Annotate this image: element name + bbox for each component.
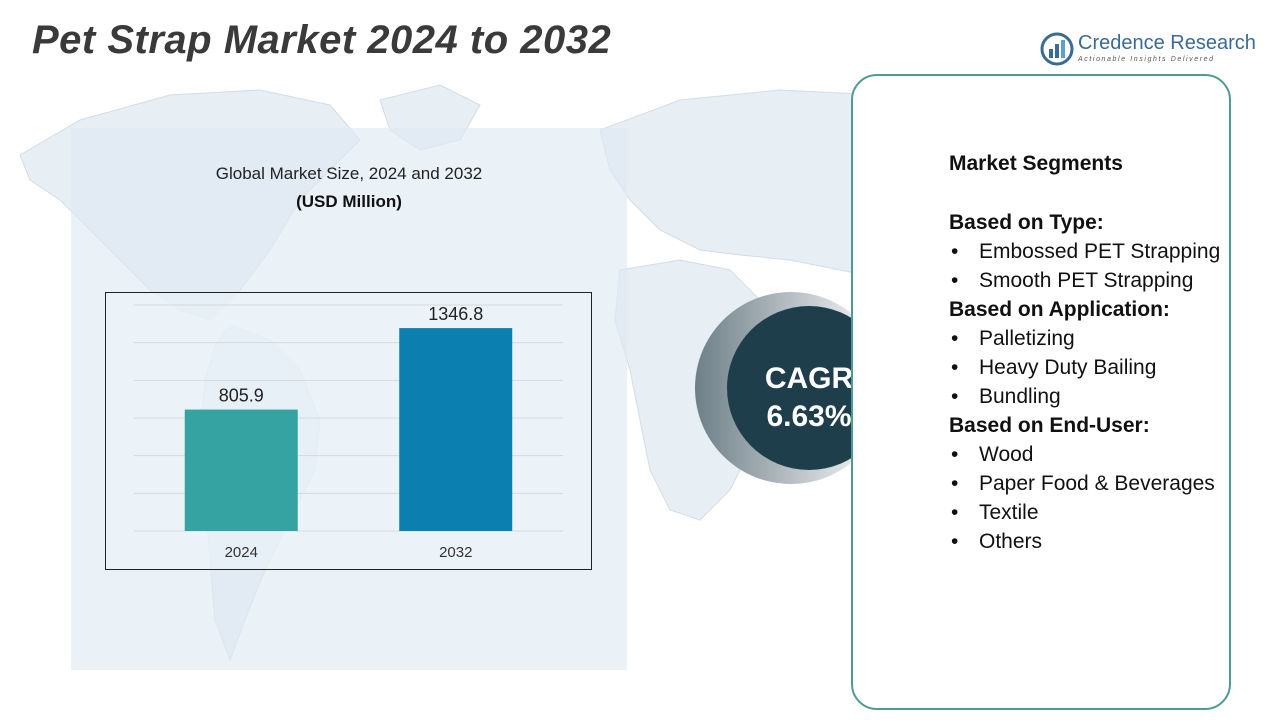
x-tick-label: 2032: [439, 544, 472, 561]
segment-item: • Heavy Duty Bailing: [949, 353, 1229, 382]
segment-item-label: Others: [979, 530, 1043, 553]
chart-unit: (USD Million): [296, 192, 402, 211]
segment-item: • Smooth PET Strapping: [949, 266, 1229, 295]
segment-group-title: Based on End-User:: [949, 414, 1150, 437]
bullet-icon: •: [951, 501, 959, 524]
segment-item-label: Heavy Duty Bailing: [979, 356, 1157, 379]
segment-item-label: Palletizing: [979, 327, 1075, 350]
bullet-icon: •: [951, 472, 959, 495]
segment-groups: Based on Type: • Embossed PET Strapping • Sm…: [949, 208, 1229, 556]
logo-name: Credence Research: [1078, 32, 1256, 54]
bullet-icon: •: [951, 327, 959, 350]
segment-item: • Paper Food & Beverages: [949, 469, 1229, 498]
bar-chart-logo-icon: [1040, 32, 1074, 66]
cagr-graphic: CAGR 6.63%: [695, 292, 891, 484]
segment-item-label: Smooth PET Strapping: [979, 269, 1194, 292]
page-title: Pet Strap Market 2024 to 2032: [32, 18, 612, 62]
chart-title: Global Market Size, 2024 and 2032: [215, 164, 483, 183]
segment-group-title: Based on Application:: [949, 298, 1170, 321]
segment-group-title: Based on Type:: [949, 211, 1104, 234]
segment-list: • Palletizing • Heavy Duty Bailing • Bundling: [949, 324, 1229, 411]
segment-item: • Embossed PET Strapping: [949, 237, 1229, 266]
market-segments-panel: Market Segments Based on Type: • Embossed …: [851, 74, 1231, 710]
cagr-label: CAGR: [765, 362, 854, 395]
bar-value-label: 1346.8: [428, 304, 483, 324]
segment-group: Based on Application: • Palletizing • Heavy …: [949, 295, 1229, 411]
logo-tagline: Actionable Insights Delivered: [1078, 56, 1215, 63]
bar-value-label: 805.9: [219, 386, 264, 406]
segment-item-label: Textile: [979, 501, 1039, 524]
segment-item: • Bundling: [949, 382, 1229, 411]
x-tick-label: 2024: [225, 544, 258, 561]
segment-item-label: Paper Food & Beverages: [979, 472, 1215, 495]
segments-heading: Market Segments: [949, 152, 1123, 175]
cagr-value: 6.63%: [766, 400, 851, 433]
segment-item: • Others: [949, 527, 1229, 556]
logo: Credence Research Actionable Insights De…: [1040, 30, 1256, 70]
segment-list: • Embossed PET Strapping • Smooth PET Strap…: [949, 237, 1229, 295]
segment-item-label: Embossed PET Strapping: [979, 240, 1221, 263]
bullet-icon: •: [951, 240, 959, 263]
bullet-icon: •: [951, 385, 959, 408]
bar-2024: [184, 409, 298, 531]
bullet-icon: •: [951, 443, 959, 466]
segment-group: Based on Type: • Embossed PET Strapping • Sm…: [949, 208, 1229, 295]
bullet-icon: •: [951, 530, 959, 553]
segment-item-label: Wood: [979, 443, 1034, 466]
segment-item: • Palletizing: [949, 324, 1229, 353]
segment-item-label: Bundling: [979, 385, 1061, 408]
segment-item: • Wood: [949, 440, 1229, 469]
segment-group: Based on End-User: • Wood • Paper Food & Bev…: [949, 411, 1229, 556]
bullet-icon: •: [951, 269, 959, 292]
bar-2032: [399, 328, 513, 531]
bullet-icon: •: [951, 356, 959, 379]
segment-list: • Wood • Paper Food & Beverages • Textile • Oth…: [949, 440, 1229, 556]
cagr-circle: [727, 306, 891, 470]
bar-chart-canvas: 805.9 2024 1346.8 2032: [134, 304, 563, 561]
bar-chart: 805.9 2024 1346.8 2032: [105, 292, 592, 570]
cagr-badge: CAGR 6.63%: [694, 288, 894, 488]
segment-item: • Textile: [949, 498, 1229, 527]
